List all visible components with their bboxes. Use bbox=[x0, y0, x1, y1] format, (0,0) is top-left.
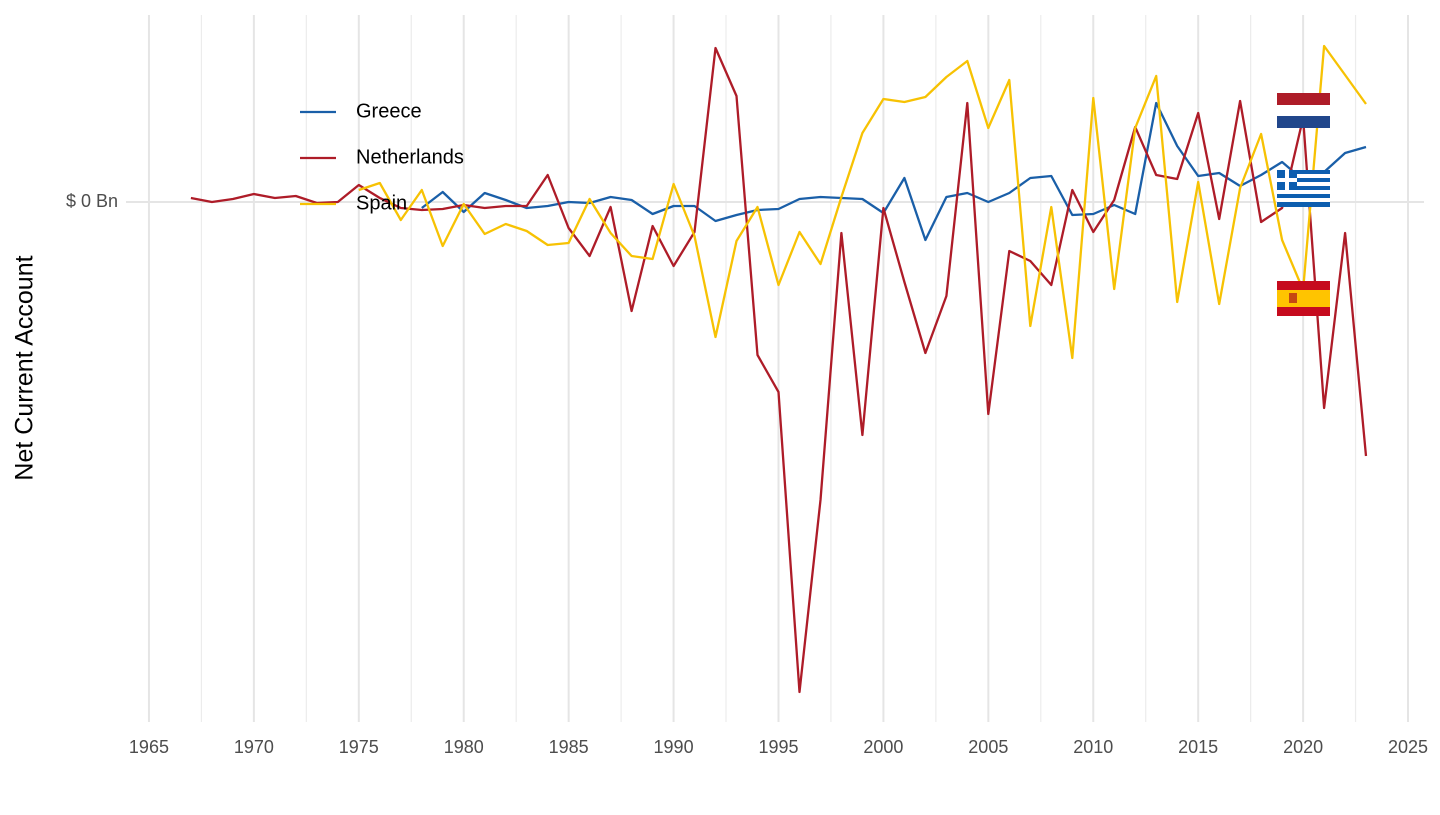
series-line bbox=[421, 101, 1367, 242]
x-tick-label: 2010 bbox=[1073, 737, 1113, 757]
series-line bbox=[358, 44, 1367, 360]
y-axis-label: Net Current Account bbox=[11, 255, 39, 480]
x-tick-label: 1985 bbox=[549, 737, 589, 757]
legend-label: Netherlands bbox=[356, 146, 464, 168]
y-tick-label: $ 0 Bn bbox=[66, 191, 118, 211]
x-tick-label: 1975 bbox=[339, 737, 379, 757]
x-tick-label: 1980 bbox=[444, 737, 484, 757]
x-tick-label: 1990 bbox=[654, 737, 694, 757]
flag-greece bbox=[1277, 170, 1330, 207]
legend: Greece Netherlands Spain bbox=[300, 100, 464, 214]
x-tick-label: 2020 bbox=[1283, 737, 1323, 757]
flag-spain bbox=[1277, 281, 1330, 316]
x-tick-label: 2015 bbox=[1178, 737, 1218, 757]
series-line bbox=[190, 46, 1368, 694]
x-tick-label: 2000 bbox=[863, 737, 903, 757]
lines bbox=[190, 44, 1368, 694]
x-tick-label: 2025 bbox=[1388, 737, 1428, 757]
x-tick-label: 1970 bbox=[234, 737, 274, 757]
x-tick-label: 1995 bbox=[758, 737, 798, 757]
legend-label: Spain bbox=[356, 192, 407, 214]
legend-label: Greece bbox=[356, 100, 422, 122]
flag-netherlands bbox=[1277, 93, 1330, 128]
grid: 1965 1970 1975 1980 1985 1990 1995 2000 2005 2010… bbox=[66, 15, 1428, 757]
x-tick-label: 2005 bbox=[968, 737, 1008, 757]
x-tick-label: 1965 bbox=[129, 737, 169, 757]
